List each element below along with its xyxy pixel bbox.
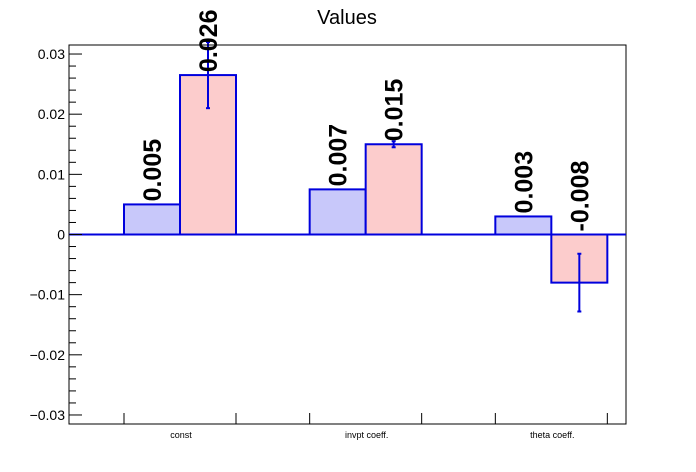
ytick-label-3: 0 <box>57 227 65 243</box>
bar-1-0 <box>308 188 367 236</box>
data-label-0-0: 0.005 <box>139 139 167 202</box>
bar-2-0 <box>494 215 553 236</box>
bar-1-1 <box>364 143 423 236</box>
xtick-label-2: theta coeff. <box>530 430 574 440</box>
ytick-label-2: −0.01 <box>30 287 66 303</box>
data-label-0-1: 0.026 <box>195 10 223 73</box>
xtick-label-0: const <box>170 430 192 440</box>
ytick-label-4: 0.01 <box>38 166 65 182</box>
chart-title: Values <box>317 7 377 29</box>
ytick-label-5: 0.02 <box>38 106 65 122</box>
ytick-label-6: 0.03 <box>38 46 65 62</box>
data-label-2-0: 0.003 <box>510 151 538 214</box>
data-label-1-0: 0.007 <box>325 124 353 187</box>
data-label-1-1: 0.015 <box>381 79 409 142</box>
bar-0-0 <box>123 203 181 236</box>
data-label-2-1: -0.008 <box>566 161 594 232</box>
ytick-label-0: −0.03 <box>30 407 66 423</box>
ytick-label-1: −0.02 <box>30 347 66 363</box>
xtick-label-1: invpt coeff. <box>345 430 388 440</box>
